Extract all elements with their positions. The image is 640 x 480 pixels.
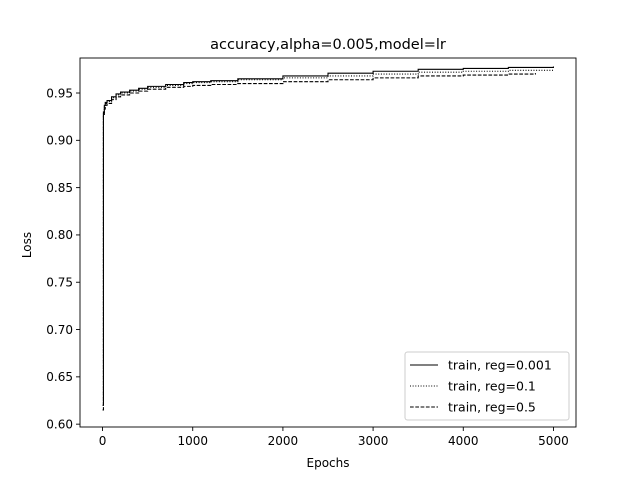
x-axis-ticks: 0 1000 2000 3000 4000 5000 [99,427,569,448]
x-tick-label: 4000 [448,434,479,448]
x-tick-label: 2000 [268,434,299,448]
x-tick-label: 5000 [538,434,569,448]
y-axis-label: Loss [20,232,34,258]
x-tick-label: 3000 [358,434,389,448]
axes-frame [79,57,577,428]
y-tick-label: 0.70 [46,323,73,337]
legend-label-3: train, reg=0.5 [448,400,536,415]
plot-area [79,57,577,428]
y-tick-label: 0.85 [46,181,73,195]
y-tick-label: 0.80 [46,228,73,242]
legend-label-1: train, reg=0.001 [448,358,552,373]
series-line-3 [102,73,536,411]
x-axis-label: Epochs [307,456,350,470]
y-tick-label: 0.75 [46,276,73,290]
legend: train, reg=0.001 train, reg=0.1 train, reg… [404,351,570,421]
chart-title: accuracy,alpha=0.005,model=lr [210,37,446,53]
legend-label-2: train, reg=0.1 [448,379,536,394]
y-tick-label: 0.90 [46,134,73,148]
y-axis-ticks: 0.60 0.65 0.70 0.75 0.80 0.85 0.90 0.95 [46,86,80,431]
y-tick-label: 0.60 [46,417,73,431]
x-tick-label: 0 [99,434,107,448]
legend-box [404,351,570,421]
y-tick-label: 0.95 [46,86,73,100]
x-tick-label: 1000 [177,434,208,448]
y-tick-label: 0.65 [46,370,73,384]
